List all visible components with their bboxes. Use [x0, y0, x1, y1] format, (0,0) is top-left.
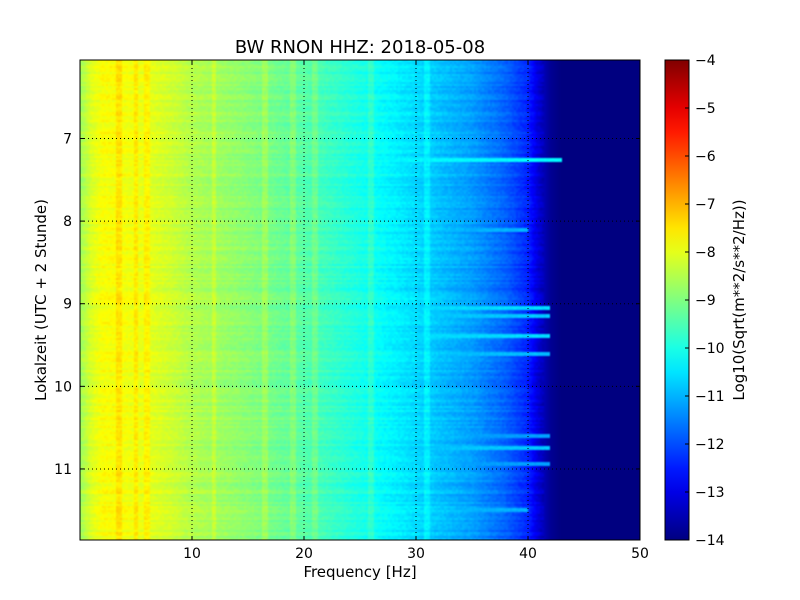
heatmap-plot-area: 10 20 30 40 50 7 8 9 10 11: [54, 59, 649, 562]
colorbar-tick-label: −7: [695, 197, 716, 213]
colorbar-tick-label: −10: [695, 341, 725, 357]
y-tick-label: 8: [63, 214, 72, 230]
colorbar-tick-label: −14: [695, 533, 725, 549]
colorbar-tick-label: −13: [695, 485, 725, 501]
y-tick-label: 11: [54, 462, 72, 478]
colorbar-tick-label: −9: [695, 293, 716, 309]
x-axis: 10 20 30 40 50: [183, 60, 649, 562]
colorbar-ticks: −4 −5 −6 −7 −8 −9 −10 −11 −12 −13 −14: [685, 53, 725, 549]
spectrogram-heatmap: [80, 60, 640, 540]
colorbar-tick-label: −4: [695, 53, 716, 69]
plot-frame: [79, 59, 641, 541]
grid-lines: [80, 60, 640, 540]
colorbar-tick-label: −8: [695, 245, 716, 261]
x-tick-label: 50: [631, 546, 649, 562]
colorbar-tick-label: −12: [695, 437, 725, 453]
colorbar-label: Log10(Sqrt(m**2/s**2/Hz)): [730, 199, 748, 400]
colorbar-tick-label: −5: [695, 101, 716, 117]
x-tick-label: 20: [295, 546, 313, 562]
colorbar: −4 −5 −6 −7 −8 −9 −10 −11 −12 −13 −14 Log10(Sqrt(m…: [664, 53, 748, 549]
x-tick-label: 30: [407, 546, 425, 562]
y-axis: 7 8 9 10 11: [54, 131, 640, 478]
colorbar-tick-label: −6: [695, 149, 716, 165]
chart-title: BW RNON HHZ: 2018-05-08: [235, 37, 485, 58]
x-tick-label: 40: [519, 546, 537, 562]
colorbar-tick-label: −11: [695, 389, 725, 405]
y-tick-label: 7: [63, 131, 72, 147]
x-axis-label: Frequency [Hz]: [303, 563, 416, 581]
y-tick-label: 10: [54, 379, 72, 395]
x-tick-label: 10: [183, 546, 201, 562]
y-tick-label: 9: [63, 297, 72, 313]
y-axis-label: Lokalzeit (UTC + 2 Stunde): [32, 199, 50, 401]
